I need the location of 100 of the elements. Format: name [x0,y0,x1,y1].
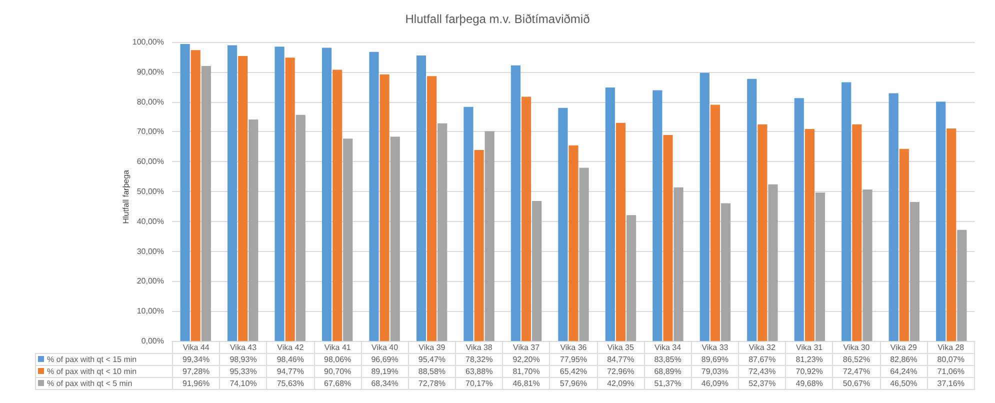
data-label: 89,69% [691,354,739,366]
y-tick-label: 0,00% [141,336,164,346]
bar [416,56,426,341]
y-tick-label: 10,00% [136,306,164,316]
data-label: 87,67% [738,354,786,366]
y-axis-title: Hlutfall farþega [122,169,130,224]
x-tick-label: Vika 37 [502,342,550,354]
data-label: 92,20% [502,354,550,366]
bar [190,50,200,341]
y-tick-label: 90,00% [136,67,164,76]
bar [201,66,211,341]
data-label: 94,77% [266,366,314,378]
bar [815,192,826,341]
data-label: 81,70% [502,366,550,378]
bar [343,138,353,341]
bar [274,46,284,341]
data-label: 80,07% [927,354,974,366]
legend-label: % of pax with qt < 5 min [36,378,172,390]
data-label: 57,96% [550,378,598,390]
bar [568,145,578,341]
bar [794,98,804,341]
bar [322,48,332,341]
data-label: 50,67% [832,378,880,390]
data-label: 78,32% [456,354,503,366]
bar [180,44,190,341]
data-label: 98,06% [314,354,362,366]
bar [426,76,437,341]
data-label: 91,96% [172,378,220,390]
bar [899,148,909,341]
data-label: 72,78% [408,378,456,390]
bar [910,202,920,341]
bar [558,108,568,341]
data-label: 46,81% [502,378,550,390]
data-label: 51,37% [644,378,692,390]
data-label: 82,86% [880,354,928,366]
bar [521,96,532,341]
data-label: 90,70% [314,366,362,378]
bar [842,82,852,341]
data-label: 72,47% [832,366,880,378]
x-tick-label: Vika 36 [550,342,598,354]
x-tick-label: Vika 43 [220,342,267,354]
data-label: 99,34% [172,354,220,366]
data-label: 79,03% [691,366,739,378]
x-tick-label: Vika 42 [266,342,314,354]
x-tick-label: Vika 40 [361,342,408,354]
data-label: 64,24% [880,366,928,378]
data-label: 49,68% [786,378,833,390]
bar [390,136,400,341]
data-label: 98,46% [266,354,314,366]
bar [768,184,778,341]
bar [652,90,662,341]
data-label: 75,63% [266,378,314,390]
bar [862,189,872,341]
x-tick-label: Vika 33 [691,342,739,354]
data-label: 88,58% [408,366,456,378]
data-label: 96,69% [361,354,408,366]
x-tick-label: Vika 32 [738,342,786,354]
x-tick-label: Vika 39 [408,342,456,354]
y-tick-label: 40,00% [136,216,164,226]
data-label: 68,34% [361,378,408,390]
bar [852,124,862,341]
bar [663,135,673,341]
data-label: 65,42% [550,366,598,378]
chart-title: Hlutfall farþega m.v. Biðtímaviðmið [405,12,590,26]
bar [700,72,710,341]
data-label: 95,33% [220,366,267,378]
data-label: 74,10% [220,378,267,390]
x-tick-label: Vika 30 [832,342,880,354]
bar [888,93,898,341]
y-tick-label: 60,00% [136,157,164,166]
data-label: 97,28% [172,366,220,378]
bar [248,119,258,341]
bar [484,131,494,341]
data-label: 42,09% [597,378,644,390]
data-label: 95,47% [408,354,456,366]
x-tick-label: Vika 38 [456,342,503,354]
data-label: 98,93% [220,354,267,366]
x-tick-label: Vika 34 [644,342,692,354]
bar [579,168,589,341]
data-label: 72,96% [597,366,644,378]
data-label: 86,52% [832,354,880,366]
x-tick-label: Vika 28 [927,342,974,354]
bar [380,74,390,341]
x-tick-label: Vika 41 [314,342,362,354]
data-label: 77,95% [550,354,598,366]
bar [464,106,474,341]
legend-label: % of pax with qt < 10 min [36,366,172,378]
bar [674,187,684,341]
bar [510,65,521,341]
data-label: 63,88% [456,366,503,378]
bar [710,104,720,341]
data-label: 84,77% [597,354,644,366]
data-label: 68,89% [644,366,692,378]
x-tick-label: Vika 29 [880,342,928,354]
x-tick-label: Vika 35 [597,342,644,354]
data-label: 70,17% [456,378,503,390]
bar [369,52,379,341]
data-label: 52,37% [738,378,786,390]
bar [626,215,636,341]
y-tick-label: 80,00% [136,97,164,106]
